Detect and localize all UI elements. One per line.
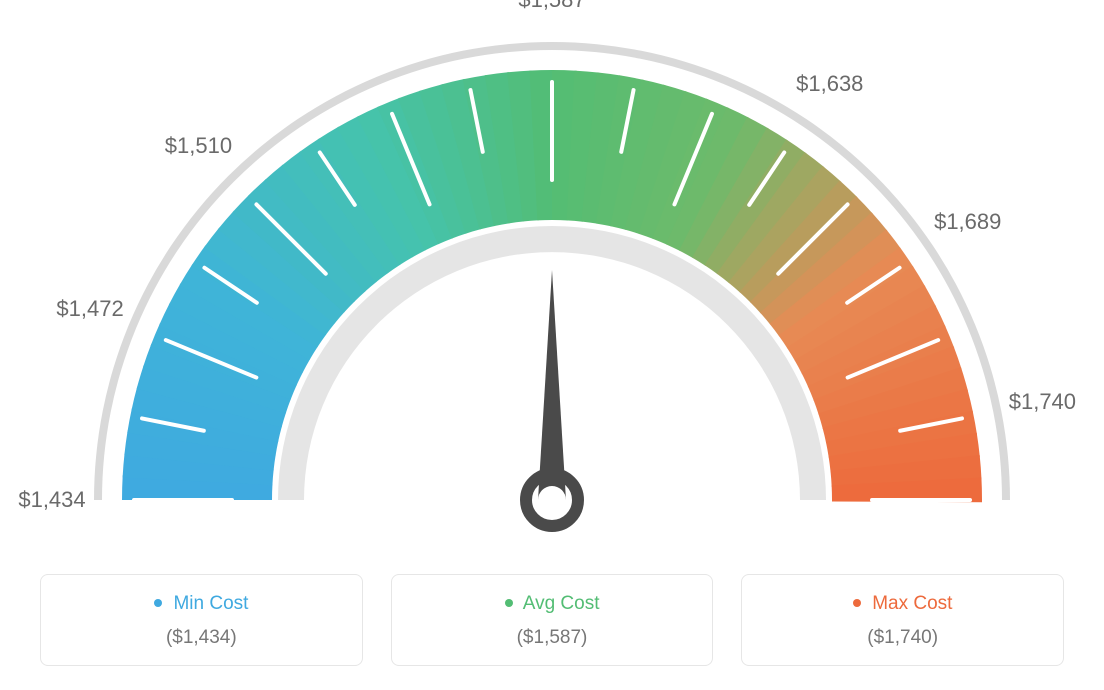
legend-min-card: Min Cost ($1,434) [40, 574, 363, 666]
scale-label: $1,740 [1009, 389, 1076, 415]
legend-min-label: Min Cost [173, 593, 248, 614]
dot-icon [505, 599, 513, 607]
legend-min-value: ($1,434) [53, 627, 350, 649]
scale-label: $1,434 [18, 487, 85, 513]
scale-label: $1,638 [796, 71, 863, 97]
legend-max-label: Max Cost [872, 593, 952, 614]
gauge-area: $1,434 $1,472 $1,510 $1,587 $1,638 $1,689 $1,7… [0, 0, 1104, 560]
legend-min-title: Min Cost [53, 593, 350, 615]
dot-icon [853, 599, 861, 607]
chart-container: $1,434 $1,472 $1,510 $1,587 $1,638 $1,689 $1,7… [0, 0, 1104, 690]
scale-label: $1,510 [165, 133, 232, 159]
legend-avg-card: Avg Cost ($1,587) [391, 574, 714, 666]
gauge-svg [0, 0, 1104, 560]
legend-max-card: Max Cost ($1,740) [741, 574, 1064, 666]
legend-max-value: ($1,740) [754, 627, 1051, 649]
legend-avg-title: Avg Cost [404, 593, 701, 615]
legend-avg-value: ($1,587) [404, 627, 701, 649]
legend-avg-label: Avg Cost [523, 593, 600, 614]
dot-icon [154, 599, 162, 607]
scale-label: $1,689 [934, 209, 1001, 235]
legend-max-title: Max Cost [754, 593, 1051, 615]
legend-row: Min Cost ($1,434) Avg Cost ($1,587) Max … [40, 574, 1064, 666]
scale-label: $1,587 [518, 0, 585, 13]
scale-label: $1,472 [56, 296, 123, 322]
